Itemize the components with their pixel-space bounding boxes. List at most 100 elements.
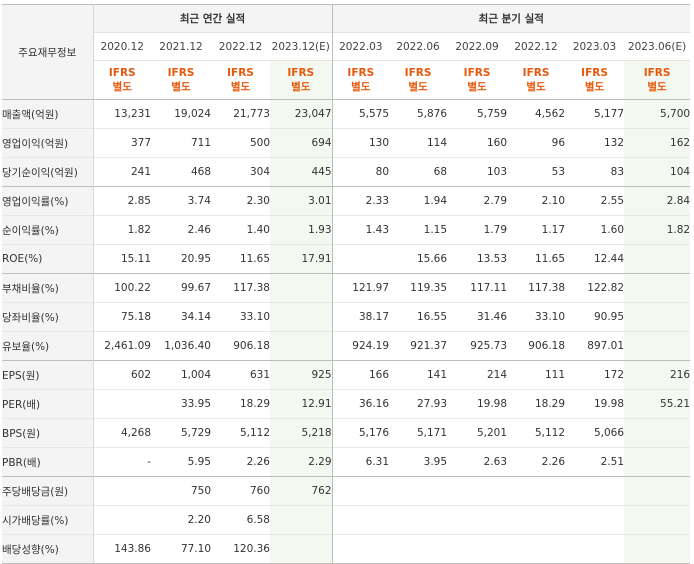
table-cell: 2.30 <box>211 186 270 216</box>
table-row: 당좌비율(%) 75.18 34.14 33.10 38.17 16.55 31.46 33.… <box>2 302 691 332</box>
basis-standard: IFRS <box>463 67 491 79</box>
table-cell: 15.11 <box>93 244 151 274</box>
table-cell: 5,575 <box>331 99 390 129</box>
table-cell: 1.93 <box>270 215 333 245</box>
table-cell <box>624 331 691 361</box>
basis-header: IFRS 별도 <box>565 60 625 100</box>
table-cell: 55.21 <box>624 389 691 419</box>
table-cell: 36.16 <box>331 389 390 419</box>
table-row: 부채비율(%) 100.22 99.67 117.38 121.97 119.35 117.… <box>2 273 691 303</box>
table-cell: 897.01 <box>565 331 625 361</box>
basis-type: 별도 <box>467 81 487 93</box>
row-label-header: 주요재무정보 <box>2 4 94 100</box>
table-cell: 1.82 <box>624 215 691 245</box>
table-cell: 3.95 <box>389 447 448 477</box>
table-cell: 2.79 <box>447 186 508 216</box>
table-cell: 90.95 <box>565 302 625 332</box>
table-cell: 304 <box>211 157 270 187</box>
table-cell: 117.38 <box>211 273 270 303</box>
table-cell: 11.65 <box>507 244 566 274</box>
basis-header: IFRS 별도 <box>270 60 333 100</box>
table-cell: 925.73 <box>447 331 508 361</box>
table-cell <box>507 534 566 564</box>
table-cell: 3.74 <box>151 186 211 216</box>
table-cell: 5,700 <box>624 99 691 129</box>
table-row: 시가배당률(%) 2.20 6.58 <box>2 505 691 535</box>
table-cell: 132 <box>565 128 625 158</box>
basis-type: 별도 <box>112 81 132 93</box>
table-cell: 162 <box>624 128 691 158</box>
table-cell <box>624 302 691 332</box>
table-cell <box>447 505 508 535</box>
table-cell: 762 <box>270 476 333 506</box>
table-cell: 216 <box>624 360 691 390</box>
basis-type: 별도 <box>291 81 311 93</box>
period-header: 2022.03 <box>331 32 390 61</box>
table-cell: 114 <box>389 128 448 158</box>
table-cell: 760 <box>211 476 270 506</box>
table-cell: 16.55 <box>389 302 448 332</box>
table-cell: 5,171 <box>389 418 448 448</box>
row-label: 주당배당금(원) <box>2 476 94 506</box>
period-header: 2023.03 <box>565 32 625 61</box>
table-row: EPS(원) 602 1,004 631 925 166 141 214 111 172 216 <box>2 360 691 390</box>
table-cell: 631 <box>211 360 270 390</box>
table-cell: 77.10 <box>151 534 211 564</box>
table-row: 영업이익(억원) 377 711 500 694 130 114 160 96 132 162 <box>2 128 691 158</box>
table-cell: 80 <box>331 157 390 187</box>
table-cell: 1.94 <box>389 186 448 216</box>
table-cell: 6.58 <box>211 505 270 535</box>
row-label: 당좌비율(%) <box>2 302 94 332</box>
basis-standard: IFRS <box>227 67 254 79</box>
period-header: 2022.06 <box>389 32 448 61</box>
table-cell: 5.95 <box>151 447 211 477</box>
table-cell <box>270 534 333 564</box>
basis-standard: IFRS <box>581 67 608 79</box>
basis-type: 별도 <box>351 81 371 93</box>
table-cell: 500 <box>211 128 270 158</box>
table-cell <box>565 505 625 535</box>
basis-header: IFRS 별도 <box>151 60 211 100</box>
table-cell: 445 <box>270 157 333 187</box>
table-cell: 5,876 <box>389 99 448 129</box>
table-cell <box>447 534 508 564</box>
table-cell: 377 <box>93 128 151 158</box>
table-cell: 2.10 <box>507 186 566 216</box>
table-cell: 1.79 <box>447 215 508 245</box>
row-label: PER(배) <box>2 389 94 419</box>
table-cell: 925 <box>270 360 333 390</box>
table-cell: 96 <box>507 128 566 158</box>
table-cell: 15.66 <box>389 244 448 274</box>
period-header: 2021.12 <box>151 32 211 61</box>
table-cell: 1.40 <box>211 215 270 245</box>
table-cell: 18.29 <box>211 389 270 419</box>
table-cell: 100.22 <box>93 273 151 303</box>
period-header: 2022.12 <box>507 32 566 61</box>
table-cell: 18.29 <box>507 389 566 419</box>
table-cell: 906.18 <box>211 331 270 361</box>
table-cell: 122.82 <box>565 273 625 303</box>
table-cell: 5,201 <box>447 418 508 448</box>
basis-standard: IFRS <box>287 67 315 79</box>
table-cell <box>565 476 625 506</box>
table-cell <box>331 534 390 564</box>
row-label: 영업이익률(%) <box>2 186 94 216</box>
table-cell <box>507 476 566 506</box>
table-cell <box>389 505 448 535</box>
table-cell: 2.29 <box>270 447 333 477</box>
quarterly-results-header: 최근 분기 실적 <box>331 4 691 33</box>
table-cell: 5,176 <box>331 418 390 448</box>
row-label: 시가배당률(%) <box>2 505 94 535</box>
table-cell: 21,773 <box>211 99 270 129</box>
row-label: 유보율(%) <box>2 331 94 361</box>
table-cell: 166 <box>331 360 390 390</box>
period-header: 2023.12(E) <box>270 32 333 61</box>
basis-header: IFRS 별도 <box>93 60 151 100</box>
table-cell: 33.95 <box>151 389 211 419</box>
table-cell <box>624 505 691 535</box>
table-cell: 12.91 <box>270 389 333 419</box>
table-cell: 2.20 <box>151 505 211 535</box>
table-cell: 13,231 <box>93 99 151 129</box>
period-header: 2022.12 <box>211 32 270 61</box>
period-header: 2020.12 <box>93 32 151 61</box>
